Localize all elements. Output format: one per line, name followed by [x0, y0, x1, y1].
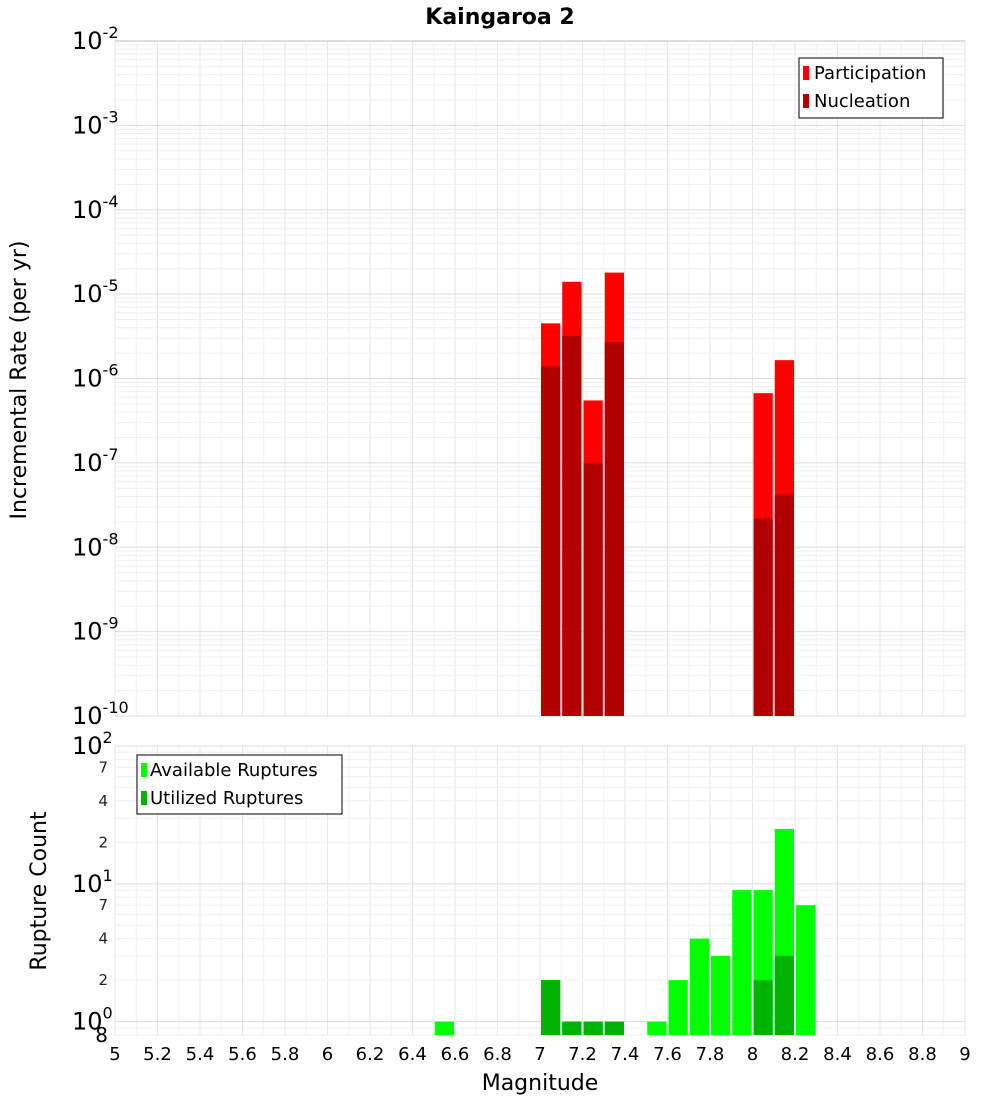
available-ruptures-bar [689, 938, 709, 1035]
top-y-tick-label: 10-8 [72, 529, 119, 561]
available-ruptures-bar [796, 905, 816, 1035]
x-tick-label: 9 [959, 1044, 970, 1065]
bottom-y-min-label: 8 [95, 1023, 108, 1047]
top-y-axis-title: Incremental Rate (per yr) [7, 241, 32, 520]
x-tick-label: 5.6 [228, 1044, 257, 1065]
bottom-y-ticks: 100 101 102 2 4 7 2 4 7 8 [72, 728, 113, 1047]
x-tick-label: 6.8 [483, 1044, 512, 1065]
x-tick-label: 8.2 [781, 1044, 810, 1065]
available-ruptures-bar [434, 1021, 454, 1035]
nucleation-bar [541, 366, 561, 716]
top-gridlines [114, 41, 966, 717]
x-tick-label: 8.8 [908, 1044, 937, 1065]
bottom-bars [434, 828, 816, 1035]
bottom-y-minor-tick-label: 2 [98, 971, 108, 989]
top-legend-box [798, 57, 944, 119]
bottom-y-minor-tick-label: 7 [98, 758, 108, 776]
chart-title: Kaingaroa 2 [425, 5, 574, 30]
x-tick-label: 8 [747, 1044, 758, 1065]
nucleation-bar [774, 494, 794, 716]
top-y-tick-label: 10-4 [72, 192, 119, 224]
x-tick-label: 7.8 [696, 1044, 725, 1065]
x-tick-label: 7.2 [568, 1044, 597, 1065]
utilized-ruptures-bar [583, 1021, 603, 1035]
nucleation-bar [562, 335, 582, 716]
utilized-ruptures-bar [753, 980, 773, 1035]
bottom-panel: 100 101 102 2 4 7 2 4 7 8 5 5.2 5.4 5.6 5.8 6 6.2 6.4 6.6… [27, 728, 971, 1096]
bottom-y-tick-label: 101 [72, 866, 113, 898]
available-ruptures-bar [732, 890, 752, 1035]
available-ruptures-bar [647, 1021, 667, 1035]
top-y-tick-label: 10-9 [72, 614, 119, 646]
top-panel: 10-10 10-9 10-8 10-7 10-6 10-5 10-4 10-3 10-2 In… [7, 23, 966, 730]
x-tick-label: 6.4 [398, 1044, 427, 1065]
utilized-ruptures-bar [541, 980, 561, 1035]
top-y-tick-label: 10-6 [72, 361, 119, 393]
legend-swatch-nucleation [803, 94, 809, 108]
bottom-y-tick-label: 100 [72, 1004, 113, 1036]
nucleation-bar [583, 462, 603, 716]
legend-swatch-available [141, 763, 147, 777]
top-y-tick-label: 10-2 [72, 23, 119, 55]
legend-swatch-utilized [141, 791, 147, 805]
x-tick-label: 5.8 [271, 1044, 300, 1065]
nucleation-bar [753, 518, 773, 716]
top-y-ticks: 10-10 10-9 10-8 10-7 10-6 10-5 10-4 10-3 10-2 [72, 23, 129, 730]
legend-label-utilized: Utilized Ruptures [150, 788, 303, 809]
bottom-y-minor-tick-label: 4 [98, 792, 108, 810]
x-tick-label: 8.4 [823, 1044, 852, 1065]
top-y-tick-label: 10-5 [72, 276, 119, 308]
x-tick-label: 7 [534, 1044, 545, 1065]
legend-label-nucleation: Nucleation [814, 91, 910, 112]
legend-label-participation: Participation [814, 63, 926, 84]
x-tick-label: 6.2 [356, 1044, 385, 1065]
bottom-y-minor-tick-label: 2 [98, 833, 108, 851]
top-legend: Participation Nucleation [798, 57, 944, 119]
legend-swatch-participation [803, 66, 809, 80]
nucleation-bar [604, 342, 624, 716]
utilized-ruptures-bar [562, 1021, 582, 1035]
x-tick-label: 5.4 [186, 1044, 215, 1065]
available-ruptures-bar [668, 980, 688, 1035]
x-tick-label: 5 [109, 1044, 120, 1065]
x-tick-label: 5.2 [143, 1044, 172, 1065]
bottom-y-axis-title: Rupture Count [27, 811, 52, 971]
x-tick-label: 8.6 [866, 1044, 895, 1065]
bottom-gridlines [114, 745, 966, 1036]
top-y-tick-label: 10-3 [72, 107, 119, 139]
x-tick-label: 6 [322, 1044, 333, 1065]
utilized-ruptures-bar [774, 955, 794, 1035]
top-bars [541, 272, 794, 716]
top-y-tick-label: 10-7 [72, 445, 119, 477]
x-tick-label: 7.4 [611, 1044, 640, 1065]
x-ticks: 5 5.2 5.4 5.6 5.8 6 6.2 6.4 6.6 6.8 7 7.2 7.4 7.6 7.8 8… [109, 1044, 970, 1065]
bottom-legend: Available Ruptures Utilized Ruptures [136, 754, 343, 815]
bottom-legend-box [136, 754, 343, 815]
x-tick-label: 6.6 [441, 1044, 470, 1065]
top-y-tick-label: 10-10 [72, 698, 129, 730]
bottom-y-minor-tick-label: 7 [98, 896, 108, 914]
available-ruptures-bar [711, 955, 731, 1035]
legend-label-available: Available Ruptures [150, 760, 318, 781]
bottom-y-tick-label: 102 [72, 728, 113, 760]
x-axis-title: Magnitude [482, 1071, 599, 1096]
x-tick-label: 7.6 [653, 1044, 682, 1065]
utilized-ruptures-bar [604, 1021, 624, 1035]
bottom-y-minor-tick-label: 4 [98, 930, 108, 948]
